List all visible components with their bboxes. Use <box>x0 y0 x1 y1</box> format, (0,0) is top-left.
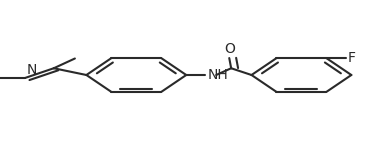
Text: F: F <box>348 51 356 65</box>
Text: O: O <box>224 42 235 56</box>
Text: N: N <box>27 63 37 77</box>
Text: NH: NH <box>207 68 228 82</box>
